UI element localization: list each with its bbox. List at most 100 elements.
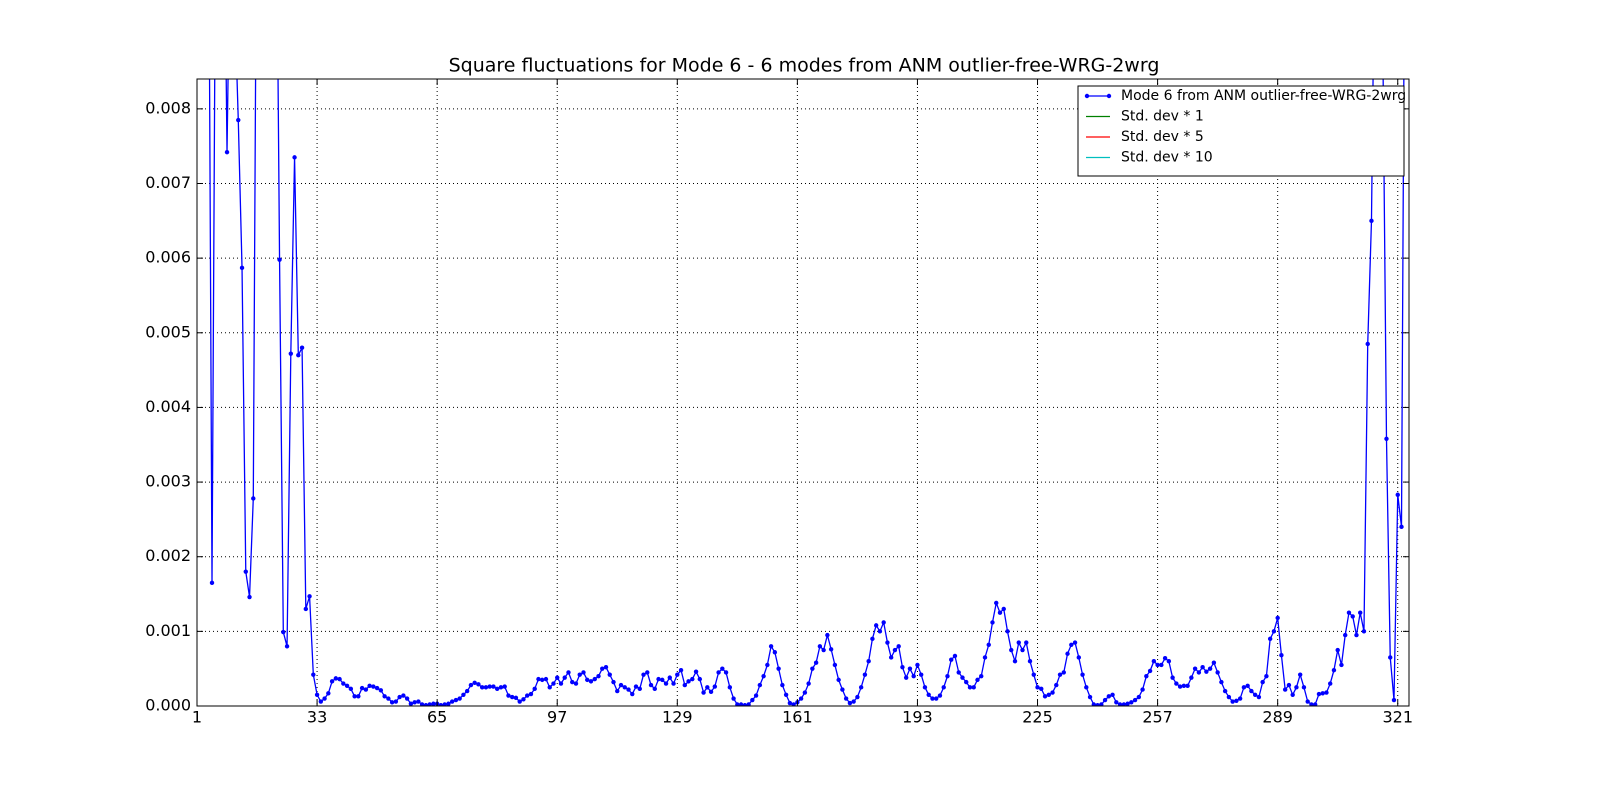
point	[735, 702, 740, 706]
point	[1320, 691, 1325, 696]
y-tick-label: 0.001	[145, 621, 191, 640]
point	[1331, 667, 1337, 673]
point	[1381, 32, 1385, 36]
point	[1177, 684, 1183, 689]
point	[1012, 659, 1018, 664]
point	[284, 644, 290, 649]
x-tick-label: 1	[192, 708, 202, 727]
point	[892, 647, 898, 653]
point	[956, 670, 961, 675]
point	[389, 700, 395, 705]
point	[209, 580, 215, 586]
y-tick-label: 0.003	[145, 472, 191, 491]
point	[1395, 492, 1400, 497]
point	[817, 644, 823, 649]
point	[952, 653, 958, 659]
point	[1219, 679, 1224, 685]
x-tick-label: 129	[662, 708, 693, 727]
legend-label: Mode 6 from ANM outlier-free-WRG-2wrg	[1121, 88, 1406, 104]
point	[600, 666, 605, 671]
point	[675, 672, 680, 677]
point	[532, 686, 537, 692]
point	[937, 693, 943, 698]
point	[281, 629, 286, 635]
point	[296, 352, 301, 358]
point	[303, 606, 309, 612]
point	[645, 670, 650, 675]
point	[881, 620, 886, 625]
point	[419, 702, 425, 706]
point	[1399, 524, 1404, 530]
point	[341, 681, 346, 686]
y-tick-label: 0.002	[145, 546, 191, 565]
point	[626, 687, 631, 692]
point	[1072, 640, 1078, 645]
point	[712, 684, 718, 689]
point	[333, 676, 339, 681]
point	[1297, 672, 1303, 677]
point	[1361, 629, 1367, 634]
point	[705, 685, 710, 690]
chart-title: Square fluctuations for Mode 6 - 6 modes…	[449, 55, 1160, 77]
point	[851, 699, 856, 704]
point	[525, 693, 530, 698]
point	[292, 155, 297, 160]
point	[1343, 632, 1348, 638]
point	[1204, 669, 1209, 674]
point	[1001, 606, 1006, 612]
point	[1065, 651, 1070, 656]
ticks: 1 33 65 97 129 161 193 225 257 289 321 0.000 0.001 0.…	[145, 79, 1413, 727]
point	[716, 670, 721, 675]
point	[1027, 659, 1033, 664]
point	[971, 685, 976, 690]
point	[464, 688, 470, 694]
point	[934, 696, 939, 701]
point	[701, 690, 706, 695]
point	[329, 679, 335, 684]
point	[513, 695, 519, 700]
point	[843, 696, 849, 701]
point	[776, 666, 781, 671]
point	[1249, 688, 1254, 694]
point	[371, 684, 376, 689]
point	[757, 682, 763, 688]
point	[840, 687, 845, 692]
point	[363, 687, 369, 692]
point	[1241, 685, 1247, 690]
point	[1324, 690, 1329, 695]
point	[791, 702, 796, 706]
point	[239, 265, 245, 271]
point	[1087, 694, 1093, 700]
point	[1234, 698, 1239, 703]
plot-area	[208, 32, 1405, 706]
point	[468, 682, 474, 688]
point	[1170, 675, 1175, 680]
y-tick-label: 0.000	[145, 696, 191, 715]
point	[483, 685, 489, 690]
legend-marker	[1106, 93, 1112, 99]
point	[251, 496, 256, 501]
x-tick-label: 161	[782, 708, 813, 727]
point	[438, 703, 444, 706]
point	[1346, 610, 1352, 615]
point	[1009, 647, 1014, 653]
point	[690, 676, 695, 682]
point	[858, 685, 864, 690]
point	[1245, 683, 1250, 689]
point	[1069, 642, 1074, 647]
point	[1076, 655, 1081, 660]
point	[577, 672, 582, 677]
point	[1020, 647, 1025, 653]
point	[1271, 629, 1277, 634]
point	[802, 690, 808, 695]
point	[1350, 614, 1355, 619]
point	[1207, 666, 1213, 671]
legend-box	[1077, 85, 1405, 177]
point	[1312, 702, 1318, 706]
point	[986, 642, 991, 647]
point	[1046, 692, 1051, 698]
y-tick-label: 0.008	[145, 98, 191, 117]
point	[618, 682, 624, 688]
point	[941, 685, 946, 690]
point	[449, 699, 455, 704]
